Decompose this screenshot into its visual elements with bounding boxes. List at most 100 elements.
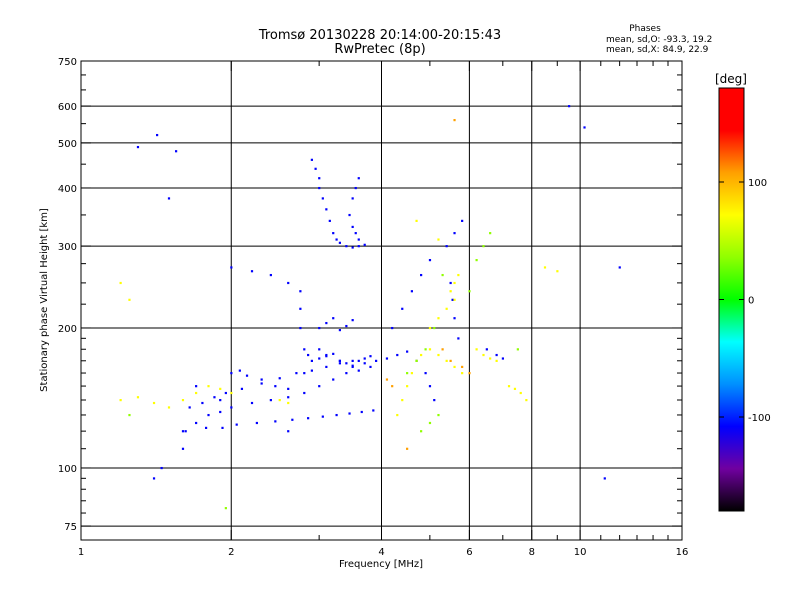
data-point: [482, 245, 485, 248]
data-point: [338, 359, 342, 362]
data-point: [303, 391, 306, 395]
data-point: [238, 369, 241, 372]
data-point: [348, 412, 351, 415]
data-point: [461, 365, 464, 369]
data-point: [152, 401, 156, 405]
data-point: [433, 399, 436, 402]
data-point: [207, 385, 210, 388]
colorbar-label: [deg]: [715, 72, 747, 86]
data-point: [420, 273, 423, 277]
data-point: [363, 362, 366, 365]
data-point: [250, 401, 254, 405]
data-point: [406, 372, 409, 375]
data-point: [128, 298, 131, 301]
data-point: [357, 177, 360, 180]
data-point: [338, 362, 342, 365]
data-point: [310, 369, 313, 372]
chart-title: Tromsø 20130228 20:14:00-20:15:43: [258, 28, 501, 43]
data-point: [240, 387, 244, 390]
data-point: [219, 399, 222, 402]
data-point: [201, 401, 204, 405]
data-point: [583, 126, 586, 129]
y-tick-label: 500: [58, 139, 77, 150]
data-point: [345, 362, 348, 365]
data-point: [369, 355, 372, 358]
data-point: [475, 348, 478, 351]
data-point: [260, 378, 263, 381]
data-point: [445, 245, 448, 248]
data-point: [401, 399, 404, 402]
data-point: [335, 238, 338, 241]
data-point: [495, 359, 498, 362]
data-point: [424, 372, 427, 375]
data-point: [453, 281, 456, 285]
data-point: [351, 319, 354, 322]
data-point: [354, 232, 357, 235]
data-point: [357, 245, 360, 248]
data-point: [195, 391, 198, 395]
data-point: [184, 430, 187, 433]
data-point: [568, 105, 571, 108]
data-point: [204, 426, 208, 429]
data-point: [457, 337, 460, 340]
data-point: [461, 219, 464, 222]
data-point: [360, 410, 363, 414]
axis-ticks: 1 2 4 6 8 10 16 75 100 200 300 400 500 600 750: [58, 57, 688, 558]
data-point: [345, 372, 348, 375]
data-point: [406, 447, 409, 450]
data-point: [375, 359, 378, 362]
data-point: [245, 374, 249, 377]
phases-title: Phases: [629, 24, 661, 34]
data-point: [318, 326, 321, 330]
data-point: [287, 430, 290, 433]
data-point: [357, 369, 360, 372]
data-point: [119, 399, 122, 402]
data-point: [318, 385, 321, 388]
data-point: [482, 353, 485, 357]
data-point: [310, 158, 313, 161]
data-point: [406, 385, 409, 388]
data-point: [495, 353, 498, 357]
colorbar-tick-label: 0: [748, 296, 754, 307]
y-tick-label: 75: [64, 522, 77, 533]
data-point: [156, 133, 159, 137]
data-point: [181, 430, 185, 433]
data-point: [420, 430, 423, 433]
data-point: [363, 243, 366, 246]
data-point: [338, 328, 342, 332]
data-point: [195, 385, 198, 388]
data-point: [449, 281, 452, 285]
data-point: [475, 259, 478, 262]
data-point: [391, 326, 394, 330]
data-point: [321, 197, 324, 200]
data-point: [274, 385, 277, 388]
phases-o-stats: mean, sd,O: -93.3, 19.2: [606, 35, 712, 45]
colorbar-tick-label: 100: [748, 178, 767, 189]
data-point: [401, 307, 404, 310]
data-point: [269, 399, 272, 402]
data-point: [287, 396, 290, 399]
data-point: [391, 385, 394, 388]
data-point: [318, 186, 321, 190]
data-point: [219, 410, 222, 414]
data-point: [461, 372, 464, 375]
data-point: [303, 348, 306, 351]
data-point: [543, 266, 547, 269]
data-point: [335, 413, 338, 417]
data-point: [513, 387, 517, 390]
data-point: [213, 396, 216, 399]
data-point: [603, 477, 606, 480]
data-point: [255, 421, 258, 425]
data-point: [363, 357, 366, 360]
data-point: [318, 348, 321, 351]
data-point: [299, 307, 302, 310]
data-point: [278, 399, 281, 402]
data-point: [128, 413, 131, 417]
x-tick-label: 2: [228, 547, 234, 558]
data-point: [332, 378, 335, 381]
data-point: [351, 225, 354, 229]
data-point: [410, 290, 413, 293]
data-point: [468, 290, 471, 293]
data-point: [489, 357, 492, 360]
data-point: [307, 353, 310, 357]
